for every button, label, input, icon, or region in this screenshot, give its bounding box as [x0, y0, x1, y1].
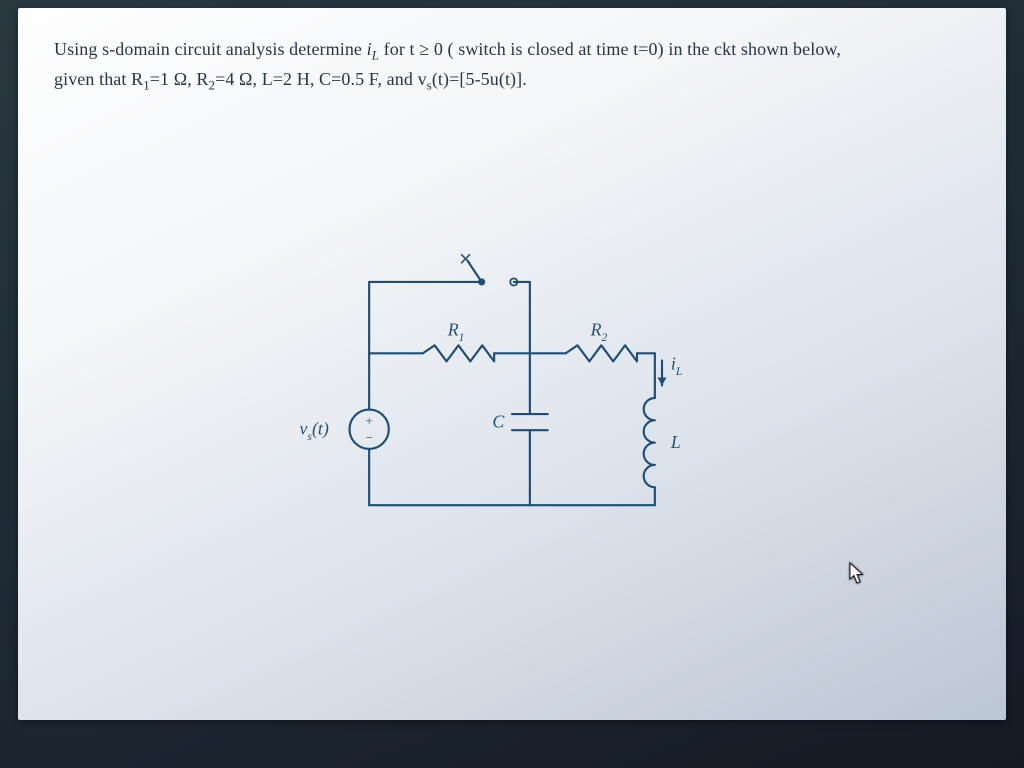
question-text: Using s-domain circuit analysis determin…: [54, 36, 970, 95]
svg-text:C: C: [492, 411, 505, 431]
text: =4 Ω, L=2 H, C=0.5 F, and v: [215, 69, 427, 89]
svg-text:R1: R1: [447, 320, 465, 344]
question-card: Using s-domain circuit analysis determin…: [18, 8, 1006, 720]
svg-text:vs(t): vs(t): [300, 419, 329, 443]
text: Using s-domain circuit analysis determin…: [54, 39, 367, 59]
monitor-screen: Using s-domain circuit analysis determin…: [0, 0, 1024, 768]
text: =1 Ω, R: [150, 69, 209, 89]
text: (t)=[5-5u(t)].: [432, 69, 527, 89]
svg-text:−: −: [366, 431, 373, 445]
text: given that R: [54, 69, 143, 89]
var-i-sub: L: [372, 48, 379, 63]
svg-text:L: L: [670, 432, 681, 452]
circuit-diagram: + − R1 R2 C LiL vs(t): [18, 208, 1006, 588]
svg-text:R2: R2: [590, 320, 608, 344]
svg-text:iL: iL: [671, 353, 682, 377]
circuit-svg: + − R1 R2 C LiL vs(t): [262, 208, 762, 588]
text: for t ≥ 0 ( switch is closed at time t=0…: [379, 39, 841, 59]
r1-sub: 1: [143, 77, 150, 92]
svg-text:+: +: [366, 414, 373, 428]
